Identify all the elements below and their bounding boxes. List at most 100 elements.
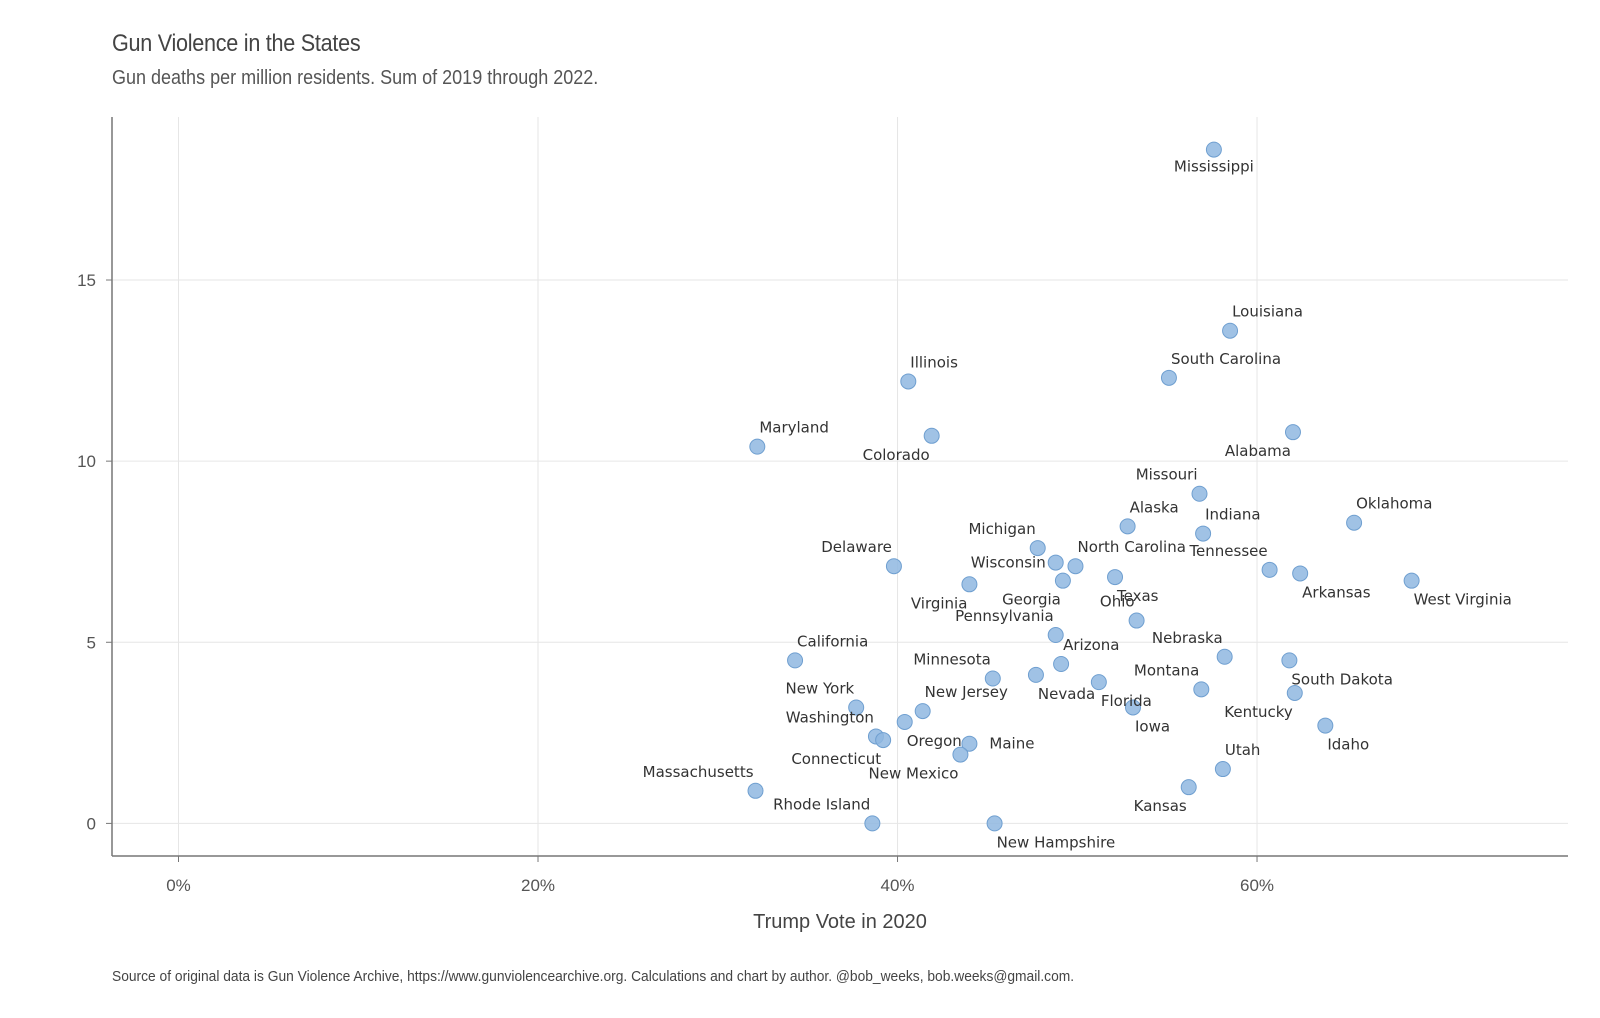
label-georgia: Georgia xyxy=(1002,591,1061,609)
point-oregon xyxy=(896,713,913,730)
label-alabama: Alabama xyxy=(1225,442,1291,460)
point-california xyxy=(787,652,804,669)
point-michigan xyxy=(1029,540,1046,557)
label-south-dakota: South Dakota xyxy=(1291,670,1393,688)
point-rhode-island xyxy=(864,815,881,832)
label-tennessee: Tennessee xyxy=(1188,542,1267,560)
point-south-dakota xyxy=(1281,652,1298,669)
point-indiana xyxy=(1195,525,1212,542)
label-missouri: Missouri xyxy=(1136,466,1198,484)
label-montana: Montana xyxy=(1134,661,1199,679)
label-new-york: New York xyxy=(785,679,854,697)
y-tick-label: 5 xyxy=(87,633,96,652)
label-utah: Utah xyxy=(1225,741,1261,759)
point-montana xyxy=(1193,681,1210,698)
x-tick-label: 20% xyxy=(521,876,555,895)
x-axis-title: Trump Vote in 2020 xyxy=(753,911,927,933)
point-oklahoma xyxy=(1346,514,1363,531)
label-florida: Florida xyxy=(1101,692,1152,710)
x-tick-label: 40% xyxy=(881,876,915,895)
y-tick-label: 15 xyxy=(77,271,96,290)
label-iowa: Iowa xyxy=(1135,717,1170,735)
label-colorado: Colorado xyxy=(863,446,930,464)
label-delaware: Delaware xyxy=(821,538,892,556)
label-michigan: Michigan xyxy=(968,520,1035,538)
label-louisiana: Louisiana xyxy=(1232,303,1303,321)
point-colorado xyxy=(923,427,940,444)
point-ohio xyxy=(1128,612,1145,629)
label-maryland: Maryland xyxy=(759,419,829,437)
label-west-virginia: West Virginia xyxy=(1414,591,1512,609)
label-illinois: Illinois xyxy=(910,353,958,371)
chart-title: Gun Violence in the States xyxy=(112,30,361,57)
point-new-york xyxy=(848,699,865,716)
point-pennsylvania xyxy=(1047,627,1064,644)
point-nebraska xyxy=(1216,648,1233,665)
label-nevada: Nevada xyxy=(1038,685,1095,703)
label-arizona: Arizona xyxy=(1063,636,1119,654)
point-delaware xyxy=(885,558,902,575)
point-georgia xyxy=(1054,572,1071,589)
label-oregon: Oregon xyxy=(907,732,962,750)
label-california: California xyxy=(797,632,868,650)
grid xyxy=(112,117,1568,856)
label-new-jersey: New Jersey xyxy=(925,683,1008,701)
point-florida xyxy=(1090,674,1107,691)
point-south-carolina xyxy=(1160,369,1177,386)
point-connecticut xyxy=(875,732,892,749)
point-louisiana xyxy=(1222,322,1239,339)
point-alabama xyxy=(1284,424,1301,441)
point-utah xyxy=(1214,761,1231,778)
label-minnesota: Minnesota xyxy=(913,650,990,668)
chart-caption: Source of original data is Gun Violence … xyxy=(112,968,1075,985)
label-washington: Washington xyxy=(786,708,874,726)
point-kansas xyxy=(1180,779,1197,796)
point-north-carolina xyxy=(1067,558,1084,575)
point-maine xyxy=(961,735,978,752)
axes: 0% 20% 40% 60% 0 5 10 15 xyxy=(77,117,1568,895)
label-maine: Maine xyxy=(989,735,1034,753)
point-illinois xyxy=(900,373,917,390)
point-wisconsin xyxy=(1047,554,1064,571)
point-missouri xyxy=(1191,485,1208,502)
point-idaho xyxy=(1317,717,1334,734)
chart-subtitle: Gun deaths per million residents. Sum of… xyxy=(112,67,599,89)
label-wisconsin: Wisconsin xyxy=(971,554,1046,572)
y-tick-label: 10 xyxy=(77,452,96,471)
x-tick-label: 60% xyxy=(1240,876,1274,895)
point-new-jersey xyxy=(914,703,931,720)
point-nevada xyxy=(1027,666,1044,683)
point-tennessee xyxy=(1261,561,1278,578)
point-texas xyxy=(1107,569,1124,586)
label-kentucky: Kentucky xyxy=(1224,703,1293,721)
label-new-mexico: New Mexico xyxy=(869,765,959,783)
y-tick-label: 0 xyxy=(87,814,96,833)
label-connecticut: Connecticut xyxy=(791,750,881,768)
point-arkansas xyxy=(1292,565,1309,582)
label-south-carolina: South Carolina xyxy=(1171,350,1281,368)
label-rhode-island: Rhode Island xyxy=(773,795,870,813)
label-oklahoma: Oklahoma xyxy=(1356,495,1432,513)
point-arizona xyxy=(1053,656,1070,673)
label-alaska: Alaska xyxy=(1130,498,1179,516)
label-kansas: Kansas xyxy=(1134,797,1187,815)
point-mississippi xyxy=(1205,141,1222,158)
label-mississippi: Mississippi xyxy=(1174,158,1254,176)
point-massachusetts xyxy=(747,782,764,799)
label-nebraska: Nebraska xyxy=(1152,629,1223,647)
label-pennsylvania: Pennsylvania xyxy=(955,607,1054,625)
data-points xyxy=(747,141,1420,832)
point-maryland xyxy=(749,438,766,455)
point-labels: Mississippi Louisiana South Carolina Illino… xyxy=(643,158,1512,852)
label-indiana: Indiana xyxy=(1205,506,1261,524)
label-ohio: Ohio xyxy=(1100,593,1135,611)
point-new-hampshire xyxy=(986,815,1003,832)
point-minnesota xyxy=(984,670,1001,687)
point-new-mexico xyxy=(952,746,969,763)
label-idaho: Idaho xyxy=(1327,736,1369,754)
point-alaska xyxy=(1119,518,1136,535)
point-iowa xyxy=(1124,699,1141,716)
point-west-virginia xyxy=(1403,572,1420,589)
point-virginia xyxy=(961,576,978,593)
